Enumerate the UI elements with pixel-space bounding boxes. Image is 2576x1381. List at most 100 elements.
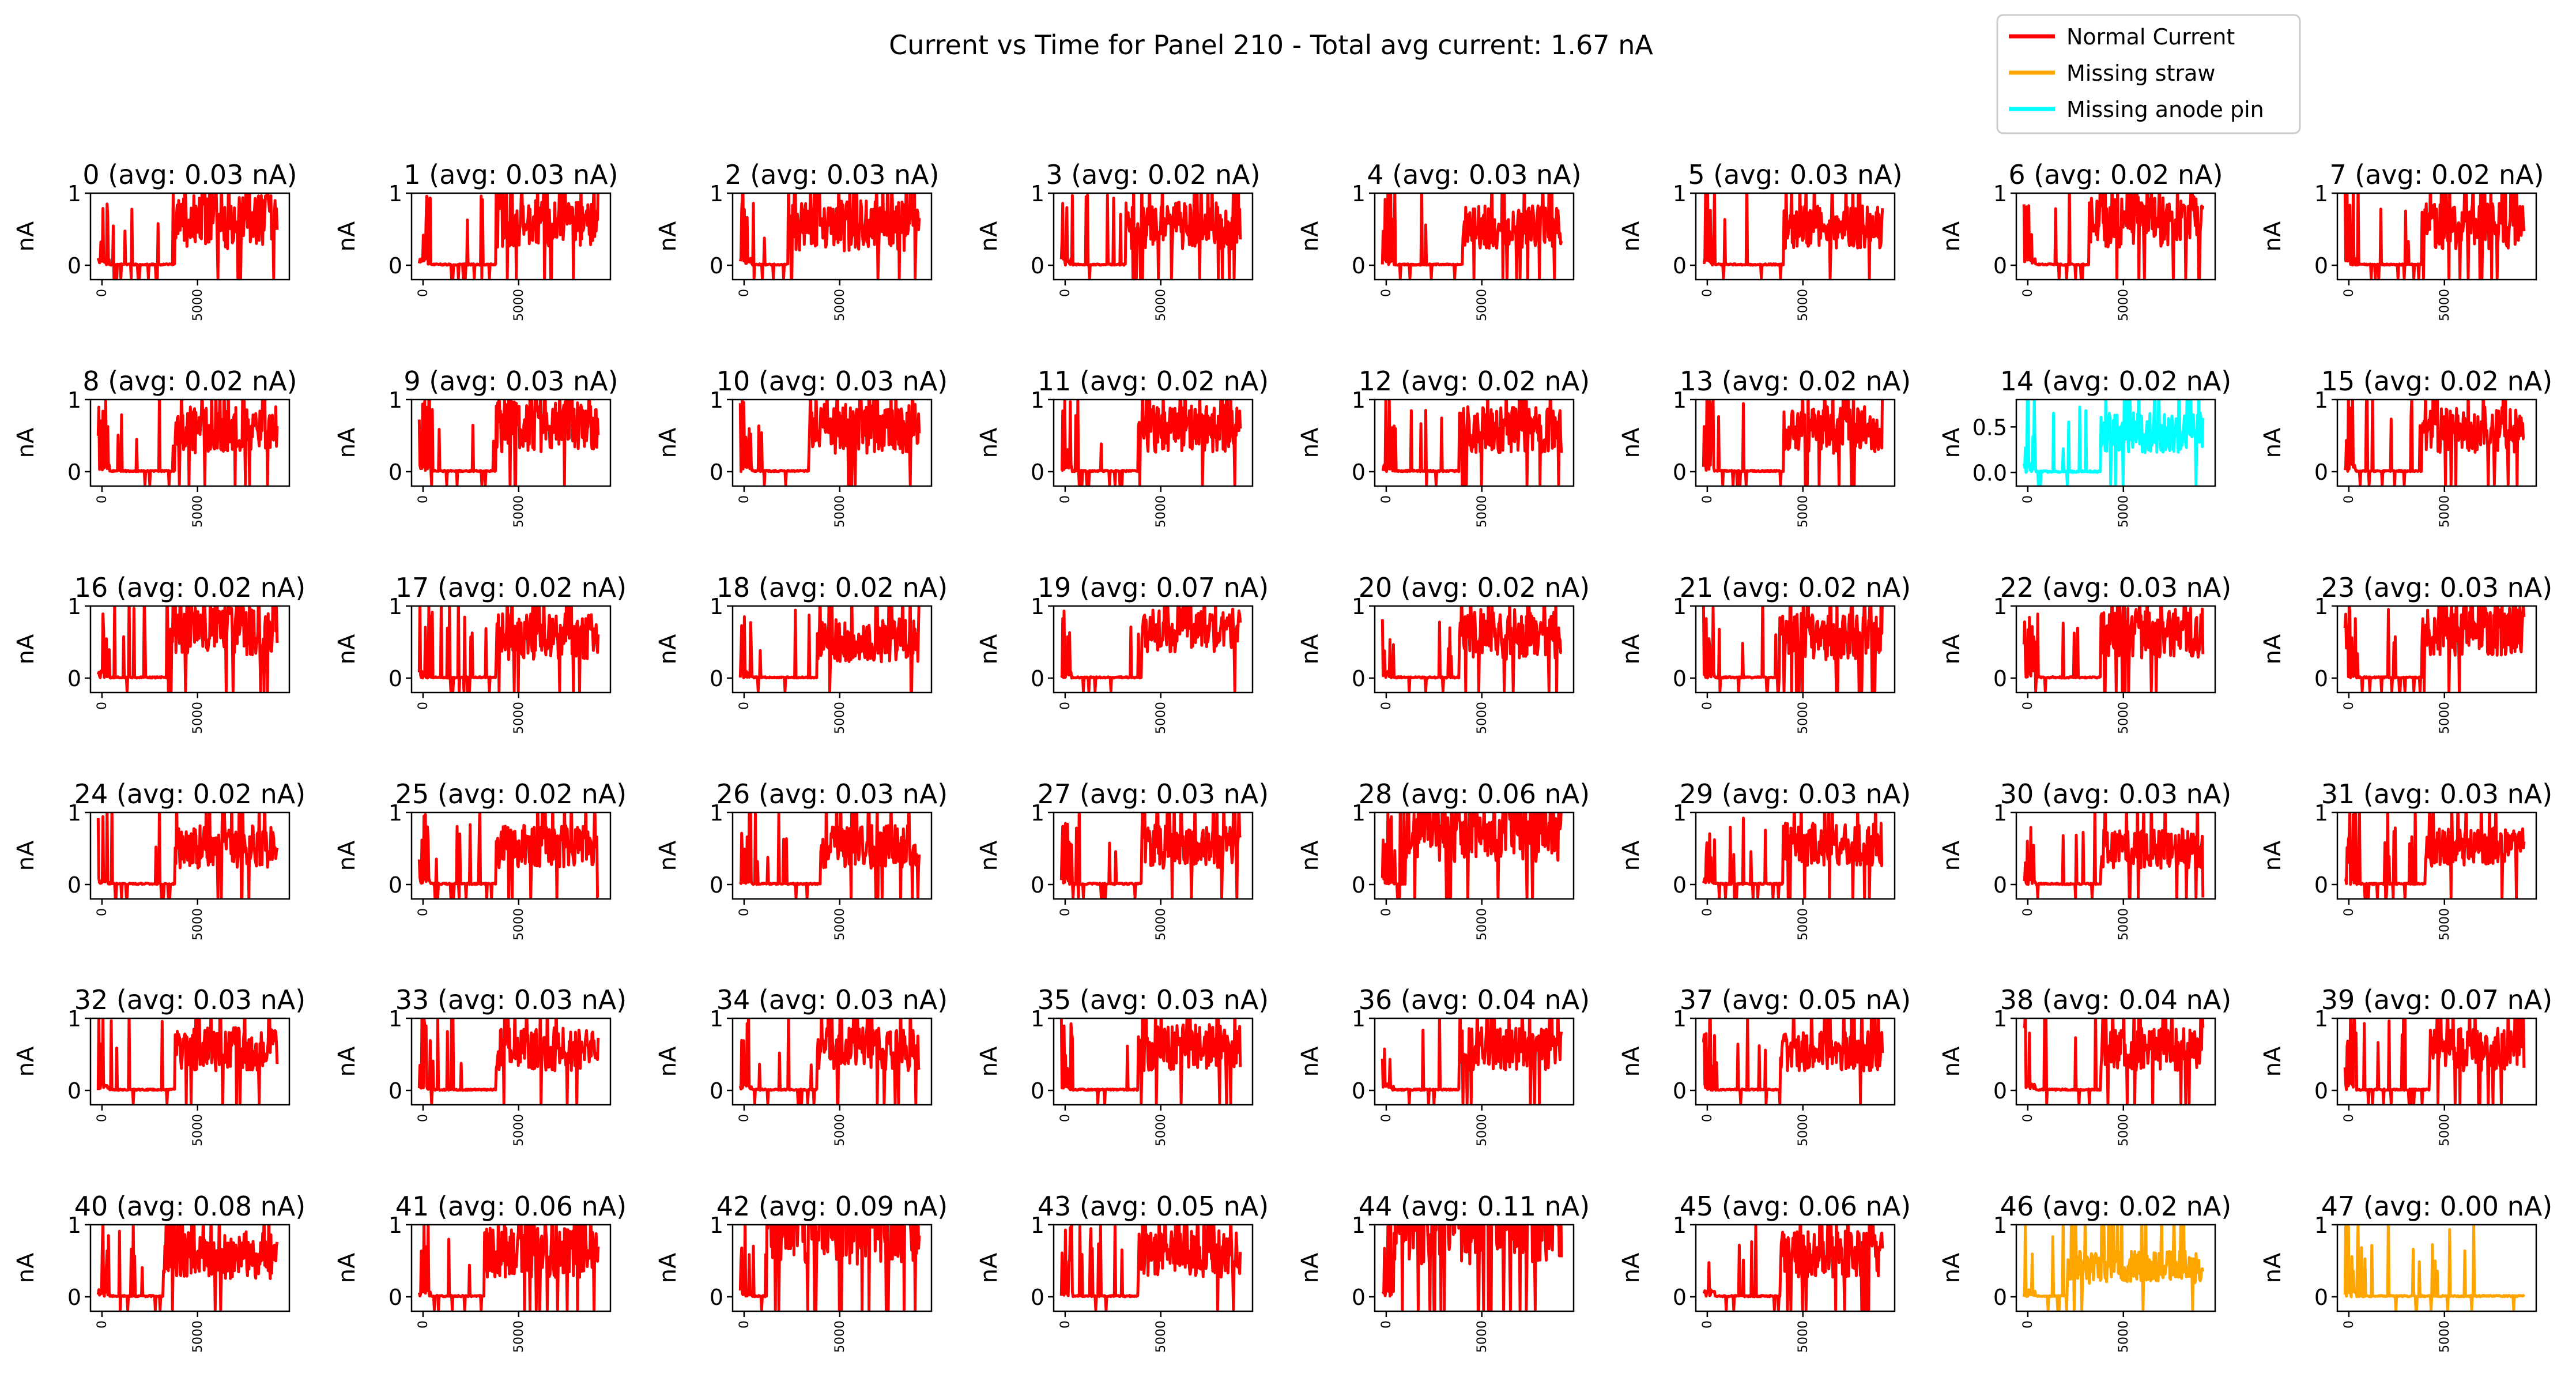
y-tick-label: 0 [710,460,723,485]
channel-trace [2023,812,2205,899]
y-tick-label: 1 [1031,594,1044,619]
channel-panel: 45 (avg: 0.06 nA) 0 1 nA 0 5000 [1618,1191,1911,1353]
axes-frame [731,398,933,487]
y-axis-label: nA [1618,634,1645,664]
y-tick-label: 0 [67,1285,81,1310]
channel-panel: 3 (avg: 0.02 nA) 0 1 nA 0 5000 [976,159,1261,321]
channel-trace [2343,400,2525,486]
x-tick-label: 5000 [2438,702,2452,734]
channel-title: 22 (avg: 0.03 nA) [2000,572,2231,603]
y-axis-label: nA [1938,1252,1965,1283]
x-tick-label: 0 [1379,908,1394,916]
y-axis-label: nA [1938,1046,1965,1077]
y-tick-label: 0 [1352,460,1366,485]
y-axis-label: nA [1618,1252,1645,1283]
y-tick-label: 0.5 [1972,415,2007,440]
channel-panel: 26 (avg: 0.03 nA) 0 1 nA 0 5000 [655,778,948,940]
x-tick-label: 0 [1379,289,1394,297]
channel-title: 4 (avg: 0.03 nA) [1367,159,1581,190]
y-tick-label: 1 [1993,594,2007,619]
x-tick-label: 0 [416,702,431,710]
y-axis-label: nA [13,634,39,664]
channel-panel: 14 (avg: 0.02 nA) 0.0 0.5 nA 0 5000 [1938,366,2231,528]
x-tick-label: 5000 [2117,702,2131,734]
channel-panel: 28 (avg: 0.06 nA) 0 1 nA 0 5000 [1297,778,1590,940]
channel-panel: 22 (avg: 0.03 nA) 0 1 nA 0 5000 [1938,572,2231,734]
x-tick-label: 5000 [512,1320,526,1353]
channel-panel: 23 (avg: 0.03 nA) 0 1 nA 0 5000 [2260,572,2552,734]
y-tick-label: 1 [710,594,723,619]
channel-trace [96,1225,279,1311]
y-tick-label: 0 [710,872,723,898]
channel-title: 1 (avg: 0.03 nA) [403,159,618,190]
channel-panel: 25 (avg: 0.02 nA) 0 1 nA 0 5000 [334,778,627,940]
x-tick-label: 5000 [2438,1320,2452,1353]
y-tick-label: 0 [67,253,81,279]
x-tick-label: 0 [1058,1114,1073,1122]
x-tick-label: 0 [737,289,752,297]
y-tick-label: 1 [1673,1213,1687,1238]
y-tick-label: 1 [1673,800,1687,826]
channel-trace [1702,1018,1884,1105]
y-axis-label: nA [334,221,360,251]
y-tick-label: 0.0 [1972,460,2007,486]
channel-trace [1702,1225,1884,1311]
axes-frame [1053,605,1254,694]
channel-title: 18 (avg: 0.02 nA) [716,572,948,603]
axes-frame [2015,605,2216,694]
axes-frame [410,192,612,281]
y-axis-label: nA [1297,221,1323,251]
channel-panel: 7 (avg: 0.02 nA) 0 1 nA 0 5000 [2260,159,2544,321]
channel-panel: 24 (avg: 0.02 nA) 0 1 nA 0 5000 [13,778,306,940]
x-tick-label: 0 [2342,702,2356,710]
y-tick-label: 0 [1031,1285,1044,1310]
y-tick-label: 0 [1031,872,1044,898]
y-tick-label: 0 [389,1078,402,1104]
x-tick-label: 5000 [2117,495,2131,528]
y-tick-label: 0 [2314,460,2328,485]
x-tick-label: 5000 [1796,495,1811,528]
y-axis-label: nA [655,1252,681,1283]
axes-frame [410,605,612,694]
x-tick-label: 0 [2021,1114,2035,1122]
channel-panel: 37 (avg: 0.05 nA) 0 1 nA 0 5000 [1618,984,1911,1146]
channel-trace [1060,606,1242,693]
y-axis-label: nA [13,427,39,458]
channel-panel: 40 (avg: 0.08 nA) 0 1 nA 0 5000 [13,1191,306,1353]
channel-panel: 17 (avg: 0.02 nA) 0 1 nA 0 5000 [334,572,627,734]
y-tick-label: 1 [67,181,81,206]
axes-frame [2015,1224,2216,1312]
figure-title: Current vs Time for Panel 210 - Total av… [889,29,1653,61]
channel-trace [738,400,921,486]
y-tick-label: 0 [1993,1285,2007,1310]
channel-trace [1061,400,1242,486]
x-tick-label: 0 [1379,495,1394,503]
y-tick-label: 1 [1673,1006,1687,1032]
channel-panel: 47 (avg: 0.00 nA) 0 1 nA 0 5000 [2260,1191,2552,1353]
axes-frame [2336,398,2537,487]
channel-panel: 5 (avg: 0.03 nA) 0 1 nA 0 5000 [1618,159,1903,321]
channel-trace [96,400,279,486]
y-tick-label: 0 [1673,1285,1687,1310]
channel-title: 14 (avg: 0.02 nA) [2000,366,2231,397]
y-tick-label: 0 [389,872,402,898]
channel-trace [2023,1018,2205,1105]
channel-title: 23 (avg: 0.03 nA) [2321,572,2552,603]
channel-trace [2022,1225,2205,1311]
x-tick-label: 0 [737,702,752,710]
x-tick-label: 5000 [1154,495,1168,528]
channel-title: 46 (avg: 0.02 nA) [2000,1191,2231,1222]
x-tick-label: 5000 [2117,289,2131,321]
x-tick-label: 0 [416,1114,431,1122]
y-tick-label: 1 [1993,1006,2007,1032]
x-tick-label: 0 [95,908,110,916]
channel-title: 29 (avg: 0.03 nA) [1680,778,1911,810]
axes-frame [410,811,612,900]
channel-title: 2 (avg: 0.03 nA) [725,159,939,190]
x-tick-label: 0 [2342,289,2356,297]
legend-label: Missing anode pin [2066,97,2264,122]
channel-title: 10 (avg: 0.03 nA) [716,366,948,397]
channel-trace [738,193,921,280]
y-tick-label: 1 [1673,387,1687,413]
axes-frame [731,1224,933,1312]
